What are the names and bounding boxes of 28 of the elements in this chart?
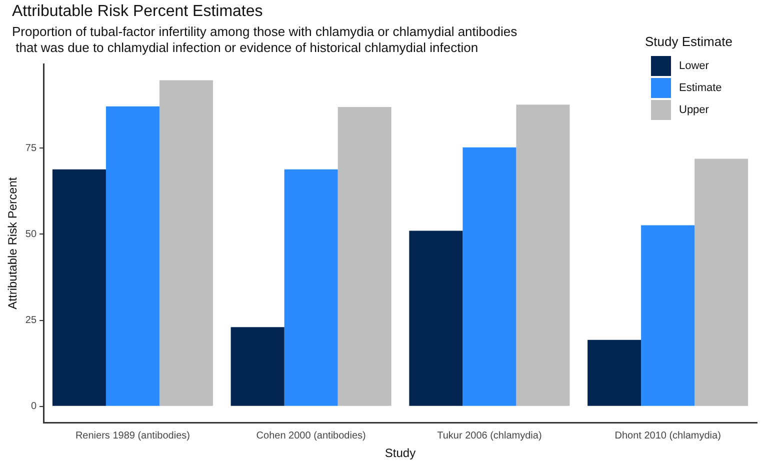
- bar: [409, 230, 463, 406]
- bar: [462, 147, 516, 406]
- bar: [588, 340, 642, 406]
- y-tick-label: 25: [25, 315, 37, 326]
- legend-title: Study Estimate: [645, 34, 732, 49]
- bar: [641, 225, 695, 406]
- x-tick-label: Reniers 1989 (antibodies): [75, 430, 190, 442]
- y-tick-label: 50: [25, 228, 37, 240]
- x-tick-label: Dhont 2010 (chlamydia): [614, 430, 721, 442]
- y-axis-title: Attributable Risk Percent: [6, 176, 20, 310]
- y-tick-label: 0: [30, 401, 37, 412]
- bar: [338, 107, 392, 406]
- bar: [230, 327, 284, 406]
- legend-label: Estimate: [679, 82, 722, 94]
- x-tick-label: Tukur 2006 (chlamydia): [437, 430, 542, 442]
- chart-subtitle: Proportion of tubal-factor infertility among those with chlamydia or chlamydial antibodies that was due to chlamydial infection or evidence of historical chlamydial infection: [12, 24, 518, 56]
- legend-label: Upper: [679, 104, 709, 116]
- y-tick-label: 75: [25, 142, 37, 154]
- x-tick-label: Cohen 2000 (antibodies): [256, 430, 366, 442]
- x-axis-title: Study: [384, 446, 416, 460]
- bar: [694, 158, 748, 406]
- bar: [52, 169, 106, 406]
- bar: [516, 104, 570, 406]
- bar: [106, 106, 160, 406]
- bar: [284, 169, 338, 406]
- bar: [159, 80, 213, 406]
- chart-title: Attributable Risk Percent Estimates: [12, 3, 263, 21]
- legend-label: Lower: [679, 60, 709, 72]
